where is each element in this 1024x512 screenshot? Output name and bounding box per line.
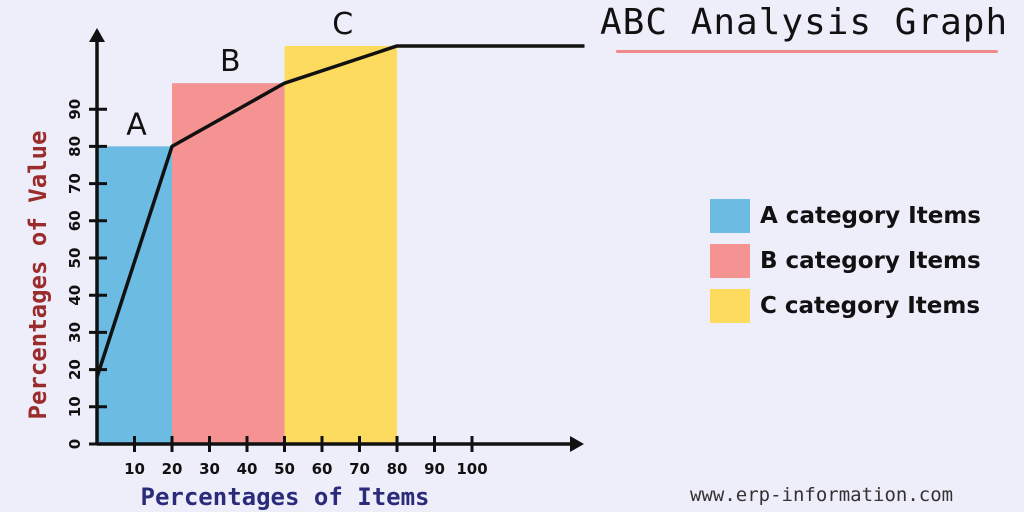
x-tick-label: 90 xyxy=(424,460,445,478)
x-axis-title: Percentages of Items xyxy=(141,483,430,511)
bar-label-b: B xyxy=(220,44,241,79)
y-axis-title: Percentages of Value xyxy=(24,131,52,420)
abc-chart: A B C 10 20 30 40 50 60 70 80 90 100 0 10 20 30 40 50 60 70 8… xyxy=(24,7,585,511)
y-tick-label: 60 xyxy=(66,210,84,231)
legend-item-a: A category Items xyxy=(710,193,981,238)
x-tick-label: 70 xyxy=(349,460,370,478)
x-tick-label: 50 xyxy=(274,460,295,478)
legend-item-c: C category Items xyxy=(710,283,981,328)
bar-c xyxy=(284,45,397,445)
y-tick-label: 30 xyxy=(66,322,84,343)
y-tick-label: 50 xyxy=(66,248,84,269)
labels-layer: A B C 10 20 30 40 50 60 70 80 90 100 0 10 20 30 40 50 60 70 8… xyxy=(24,7,488,511)
y-tick-label: 40 xyxy=(66,285,84,306)
y-tick-label: 20 xyxy=(66,359,84,380)
y-tick-label: 0 xyxy=(66,439,84,449)
curve-layer xyxy=(95,44,585,378)
legend-swatch-b xyxy=(710,243,750,278)
y-axis-arrow xyxy=(89,28,105,42)
y-tick-label: 10 xyxy=(66,396,84,417)
cumulative-curve xyxy=(95,44,585,378)
legend-label-c: C category Items xyxy=(760,292,981,319)
x-tick-label: 60 xyxy=(312,460,333,478)
bar-b xyxy=(172,83,285,444)
y-tick-label: 90 xyxy=(66,99,84,120)
x-tick-label: 10 xyxy=(124,460,145,478)
legend-label-a: A category Items xyxy=(760,202,981,229)
chart-title: ABC Analysis Graph xyxy=(600,2,1009,43)
y-tick-label: 70 xyxy=(66,173,84,194)
legend: A category Items B category Items C cate… xyxy=(710,193,981,328)
legend-swatch-c xyxy=(710,288,750,323)
x-tick-label: 30 xyxy=(199,460,220,478)
bar-a xyxy=(97,146,172,444)
x-tick-label: 100 xyxy=(456,460,487,478)
watermark: www.erp-information.com xyxy=(690,484,954,506)
title-underline xyxy=(616,50,998,53)
bar-label-c: C xyxy=(332,7,353,42)
bar-label-a: A xyxy=(126,107,147,142)
x-tick-label: 40 xyxy=(237,460,258,478)
x-tick-label: 80 xyxy=(387,460,408,478)
legend-item-b: B category Items xyxy=(710,238,981,283)
bars-layer xyxy=(97,45,397,445)
x-tick-label: 20 xyxy=(162,460,183,478)
x-axis-arrow xyxy=(570,436,584,452)
legend-swatch-a xyxy=(710,198,750,233)
y-tick-label: 80 xyxy=(66,136,84,157)
legend-label-b: B category Items xyxy=(760,247,981,274)
